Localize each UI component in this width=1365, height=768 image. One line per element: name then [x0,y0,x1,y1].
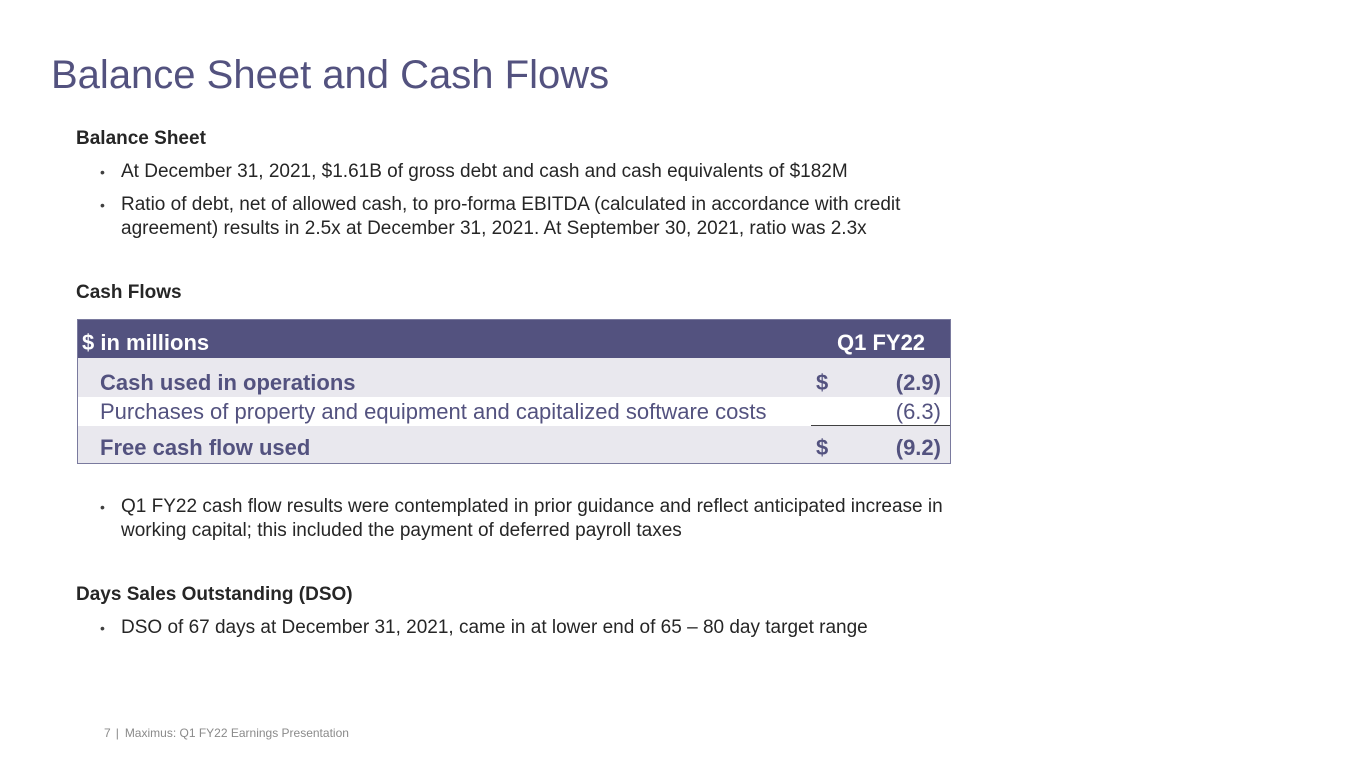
row-value: (2.9) [895,370,941,395]
balance-sheet-bullet: • Ratio of debt, net of allowed cash, to… [100,193,900,241]
header-column-q1-fy22: Q1 FY22 [837,330,926,355]
table-row-purchases: Purchases of property and equipment and … [78,397,950,425]
row-currency: $ [816,370,829,395]
bullet-marker: • [100,197,105,213]
row-label: Purchases of property and equipment and … [100,399,767,424]
cash-flows-heading: Cash Flows [76,282,182,303]
row-label: Cash used in operations [100,370,356,395]
table-row-cash-used-in-operations: Cash used in operations $ (2.9) [78,358,950,397]
table-row-free-cash-flow-used: Free cash flow used $ (9.2) [78,426,950,463]
bullet-marker: • [100,620,105,636]
subtotal-rule [811,425,950,426]
dso-heading: Days Sales Outstanding (DSO) [76,584,353,605]
row-label: Free cash flow used [100,435,311,460]
header-label: $ in millions [82,330,210,355]
table-header: $ in millions Q1 FY22 [78,320,950,358]
row-currency: $ [816,435,829,460]
slide-footer: 7 | Maximus: Q1 FY22 Earnings Presentation [104,725,349,741]
slide-title: Balance Sheet and Cash Flows [51,53,610,97]
row-value: (9.2) [895,435,941,460]
bullet-text: Ratio of debt, net of allowed cash, to p… [121,194,901,239]
dso-bullet: • DSO of 67 days at December 31, 2021, c… [100,616,868,640]
bullet-text: Q1 FY22 cash flow results were contempla… [121,496,943,541]
bullet-marker: • [100,499,105,515]
balance-sheet-bullet: • At December 31, 2021, $1.61B of gross … [100,160,848,184]
balance-sheet-heading: Balance Sheet [76,128,206,149]
cash-flows-bullet: • Q1 FY22 cash flow results were contemp… [100,495,943,543]
cash-flow-table: $ in millions Q1 FY22 Cash used in opera… [77,319,951,464]
row-value: (6.3) [895,399,941,424]
bullet-text: At December 31, 2021, $1.61B of gross de… [121,161,848,182]
page-number: 7 [104,726,111,740]
footer-text: Maximus: Q1 FY22 Earnings Presentation [124,726,349,740]
footer-separator: | [115,726,119,740]
bullet-text: DSO of 67 days at December 31, 2021, cam… [121,617,868,638]
bullet-marker: • [100,164,105,180]
